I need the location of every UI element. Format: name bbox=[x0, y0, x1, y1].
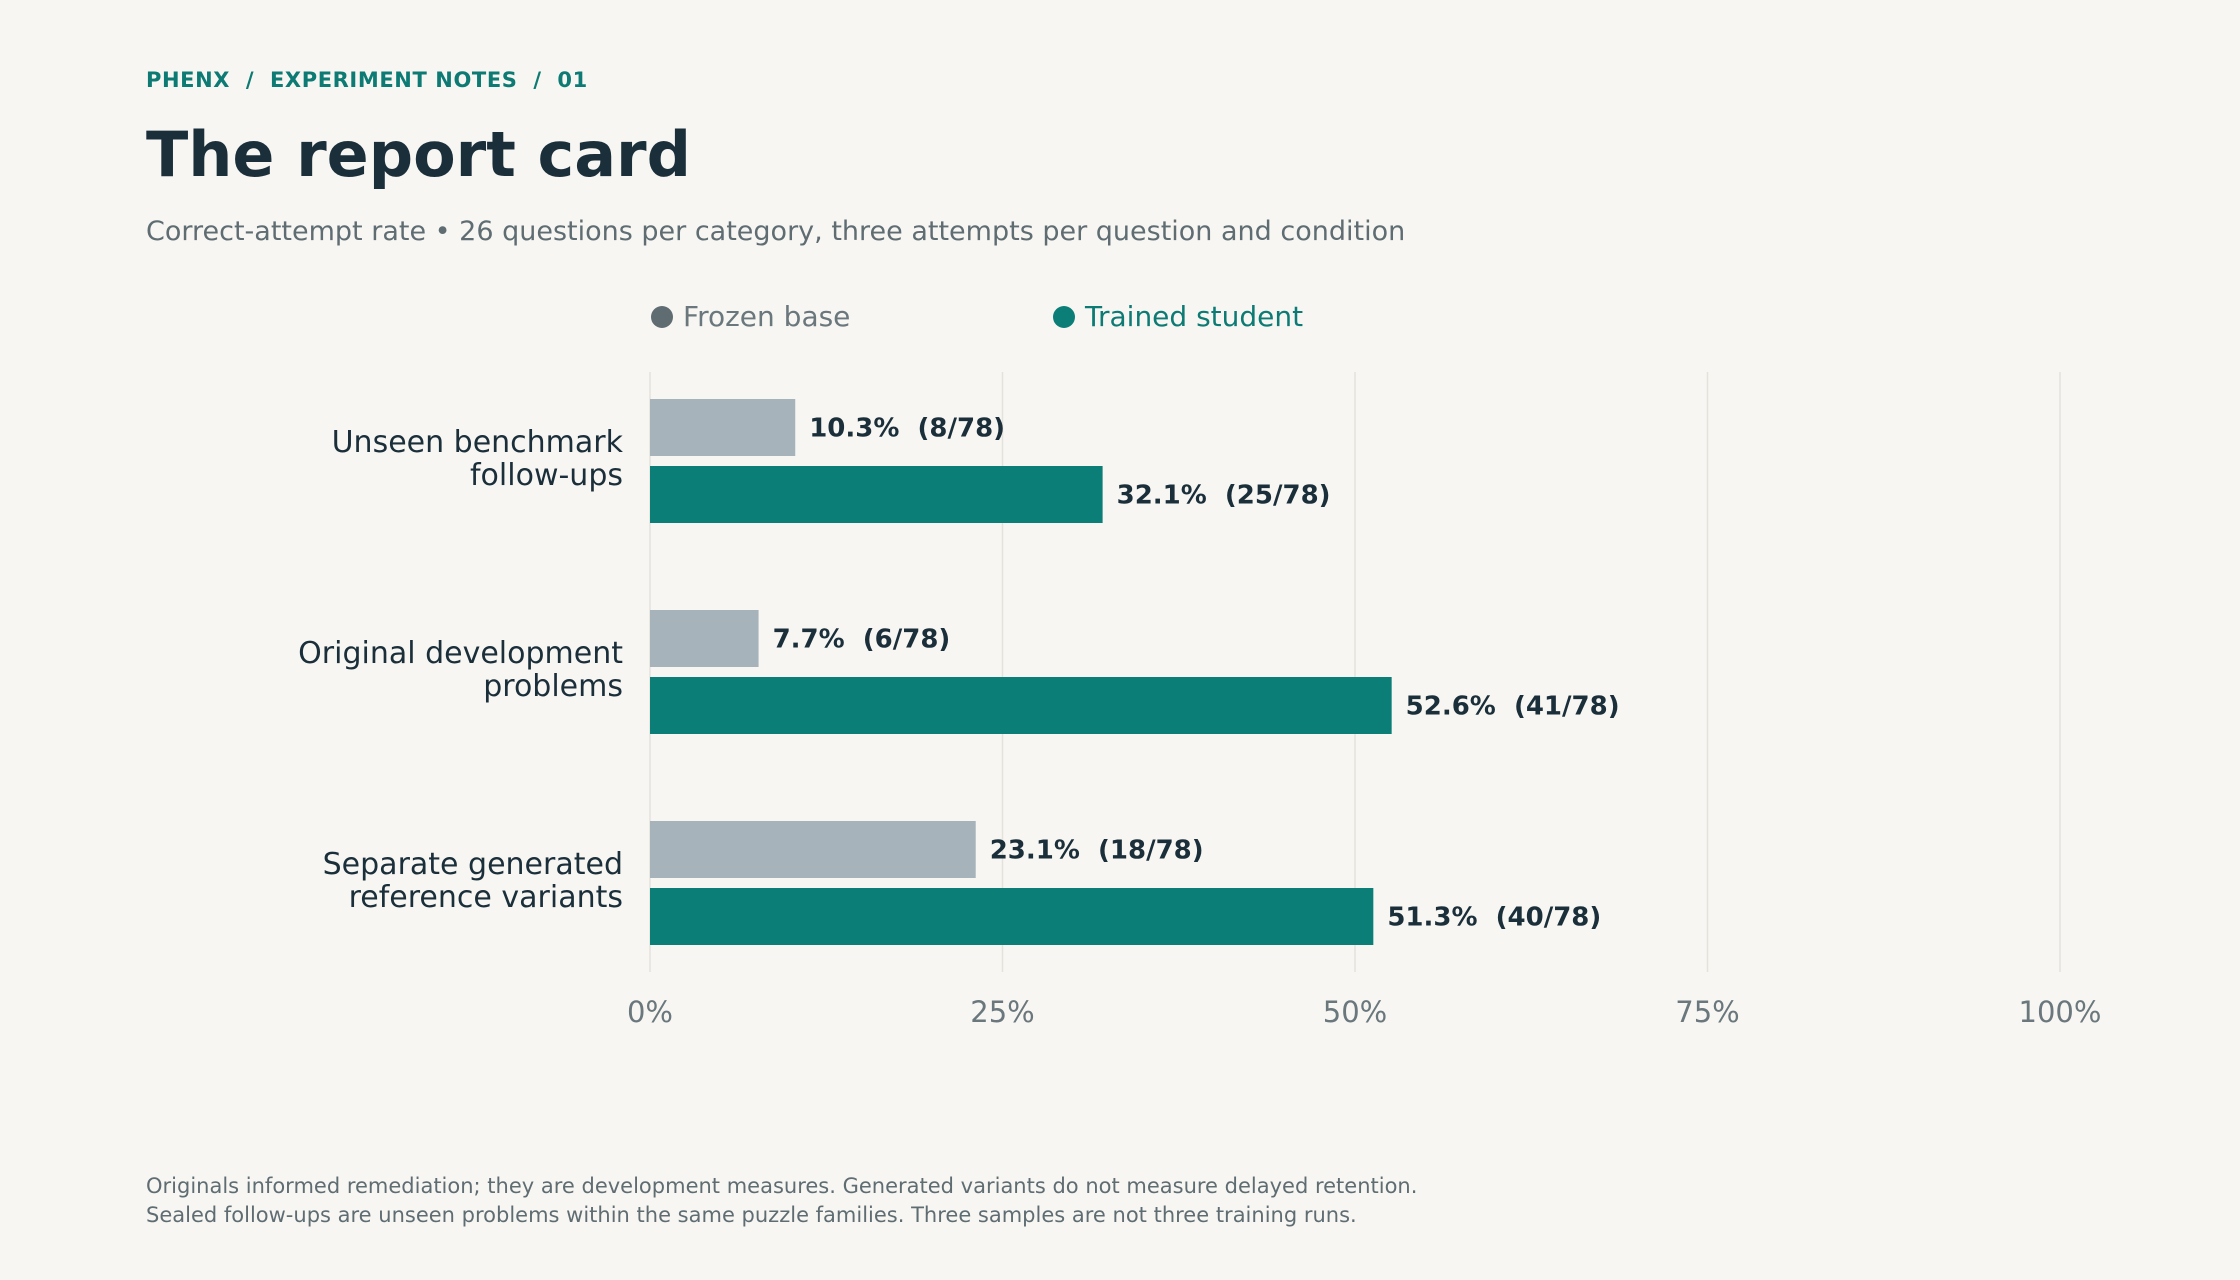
legend-marker-trained bbox=[1053, 305, 1075, 328]
bar-frozen-base bbox=[650, 821, 976, 878]
data-label: 52.6% (41/78) bbox=[1406, 692, 1620, 722]
bar-trained-student bbox=[650, 677, 1392, 734]
legend-item-trained-student: Trained student bbox=[1053, 300, 1303, 333]
data-label: 10.3% (8/78) bbox=[809, 414, 1005, 444]
data-label: 23.1% (18/78) bbox=[990, 836, 1204, 866]
bar-trained-student bbox=[650, 466, 1103, 523]
breadcrumb: PHENX / EXPERIMENT NOTES / 01 bbox=[146, 68, 588, 92]
footnote-line-1: Originals informed remediation; they are… bbox=[146, 1174, 1418, 1198]
bar-chart: 0% 25% 50% 75% 100% Unseen benchmark follow-up… bbox=[298, 372, 2102, 1029]
data-label: 7.7% (6/78) bbox=[773, 625, 951, 655]
legend-label-trained: Trained student bbox=[1085, 300, 1304, 333]
chart-subtitle: Correct-attempt rate • 26 questions per … bbox=[146, 216, 1406, 247]
legend-label-frozen: Frozen base bbox=[683, 300, 851, 333]
category-label: Unseen benchmark follow-ups bbox=[332, 425, 624, 493]
category-label: Separate generated reference variants bbox=[323, 847, 623, 915]
bar-trained-student bbox=[650, 888, 1374, 945]
category-label: Original development problems bbox=[298, 636, 623, 704]
x-tick-label: 50% bbox=[1323, 995, 1387, 1029]
legend-marker-frozen bbox=[651, 305, 673, 328]
page-title: The report card bbox=[146, 118, 692, 191]
x-tick-label: 75% bbox=[1675, 995, 1739, 1029]
bar-frozen-base bbox=[650, 610, 759, 667]
footnote-line-2: Sealed follow-ups are unseen problems wi… bbox=[146, 1203, 1357, 1227]
x-tick-label: 100% bbox=[2019, 995, 2102, 1029]
legend-item-frozen-base: Frozen base bbox=[651, 300, 850, 333]
bar-frozen-base bbox=[650, 399, 796, 456]
data-label: 32.1% (25/78) bbox=[1117, 481, 1331, 511]
x-tick-label: 0% bbox=[627, 995, 673, 1029]
data-label: 51.3% (40/78) bbox=[1387, 903, 1601, 933]
x-tick-label: 25% bbox=[970, 995, 1034, 1029]
